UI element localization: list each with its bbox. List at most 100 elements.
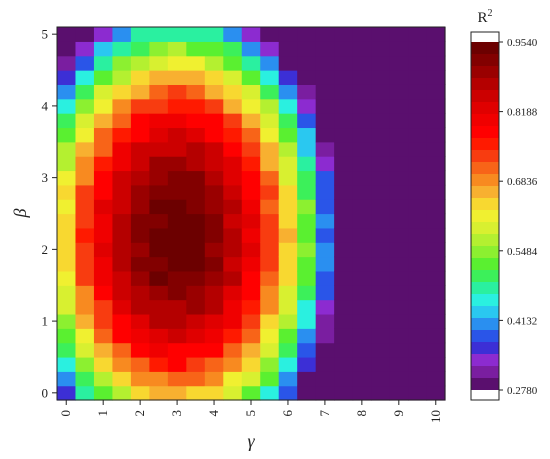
heatmap-cell	[57, 127, 77, 143]
heatmap-cell	[167, 342, 187, 358]
heatmap-cell	[167, 213, 187, 229]
colorbar	[470, 31, 500, 401]
heatmap-cell	[167, 313, 187, 329]
heatmap-cell	[204, 55, 224, 71]
heatmap-cell	[278, 199, 298, 215]
heatmap-cell	[75, 55, 95, 71]
heatmap-cell	[149, 313, 169, 329]
heatmap-cell	[223, 328, 243, 344]
heatmap-cell	[352, 385, 372, 401]
heatmap-cell	[75, 299, 95, 315]
heatmap-cell	[241, 84, 261, 100]
heatmap-cell	[352, 199, 372, 215]
heatmap-cell	[186, 156, 206, 172]
heatmap-cell	[260, 299, 280, 315]
heatmap-cell	[149, 256, 169, 272]
heatmap-cell	[297, 156, 317, 172]
heatmap-cell	[223, 213, 243, 229]
heatmap-cell	[112, 342, 132, 358]
heatmap-cell	[241, 313, 261, 329]
heatmap-cell	[57, 227, 77, 243]
x-tick-label: 8	[354, 410, 369, 417]
heatmap-cell	[352, 184, 372, 200]
heatmap-cell	[204, 270, 224, 286]
heatmap-cell	[426, 98, 446, 114]
heatmap-cell	[334, 342, 354, 358]
colorbar-segment	[471, 330, 499, 343]
heatmap-cell	[426, 84, 446, 100]
heatmap-cell	[352, 70, 372, 85]
heatmap-cell	[352, 356, 372, 372]
x-tick-label: 7	[317, 410, 332, 417]
heatmap-cell	[149, 242, 169, 258]
heatmap-cell	[167, 127, 187, 143]
heatmap-cell	[352, 170, 372, 186]
colorbar-title: R2	[477, 8, 492, 26]
heatmap-cell	[315, 213, 335, 229]
heatmap-cell	[426, 256, 446, 272]
heatmap-cell	[130, 55, 150, 71]
heatmap-cell	[112, 371, 132, 387]
heatmap-cell	[426, 227, 446, 243]
heatmap-cell	[167, 242, 187, 258]
heatmap-cell	[371, 256, 391, 272]
heatmap-cell	[223, 270, 243, 286]
heatmap-cell	[297, 41, 317, 57]
heatmap-cell	[57, 84, 77, 100]
heatmap-cell	[149, 328, 169, 344]
heatmap-cell	[167, 98, 187, 114]
heatmap-cell	[315, 55, 335, 71]
heatmap-cell	[389, 385, 409, 401]
heatmap-cell	[130, 342, 150, 358]
heatmap-cell	[334, 213, 354, 229]
heatmap-cell	[278, 98, 298, 114]
heatmap-cell	[408, 270, 428, 286]
heatmap-cell	[149, 385, 169, 401]
heatmap-cell	[297, 127, 317, 143]
colorbar-tick-label: 0.6836	[507, 176, 538, 188]
x-tick-label: 1	[95, 410, 110, 417]
heatmap-cell	[57, 299, 77, 315]
heatmap-cell	[204, 170, 224, 186]
heatmap-cell	[75, 141, 95, 157]
colorbar-segment	[471, 342, 499, 355]
heatmap-cell	[130, 70, 150, 85]
heatmap-cell	[260, 199, 280, 215]
heatmap-cell	[204, 84, 224, 100]
heatmap-cell	[297, 328, 317, 344]
heatmap-cell	[334, 41, 354, 57]
colorbar-tick-label: 0.9540	[507, 37, 538, 49]
heatmap-cell	[389, 371, 409, 387]
heatmap-cell	[260, 371, 280, 387]
heatmap-cell	[278, 227, 298, 243]
heatmap-cell	[57, 184, 77, 200]
heatmap-cell	[93, 227, 114, 243]
heatmap-cell	[426, 385, 446, 401]
heatmap-cell	[130, 299, 150, 315]
heatmap-cell	[315, 127, 335, 143]
heatmap-cell	[93, 199, 114, 215]
heatmap-cell	[93, 55, 114, 71]
heatmap-cell	[352, 313, 372, 329]
heatmap-cell	[334, 328, 354, 344]
heatmap-cell	[371, 227, 391, 243]
heatmap-cell	[352, 113, 372, 129]
heatmap-cell	[315, 184, 335, 200]
colorbar-segment	[471, 306, 499, 319]
heatmap-cell	[278, 313, 298, 329]
heatmap-cell	[315, 270, 335, 286]
heatmap-cell	[93, 113, 114, 129]
heatmap-cell	[186, 285, 206, 301]
heatmap-cell	[149, 84, 169, 100]
heatmap-cell	[408, 242, 428, 258]
heatmap-cell	[167, 385, 187, 401]
heatmap-cell	[334, 313, 354, 329]
heatmap-cell	[408, 27, 428, 42]
heatmap-cell	[57, 156, 77, 172]
heatmap-cell	[371, 313, 391, 329]
heatmap-cell	[426, 213, 446, 229]
heatmap-cell	[204, 227, 224, 243]
heatmap-cell	[426, 55, 446, 71]
heatmap-cell	[315, 356, 335, 372]
heatmap-cell	[167, 199, 187, 215]
